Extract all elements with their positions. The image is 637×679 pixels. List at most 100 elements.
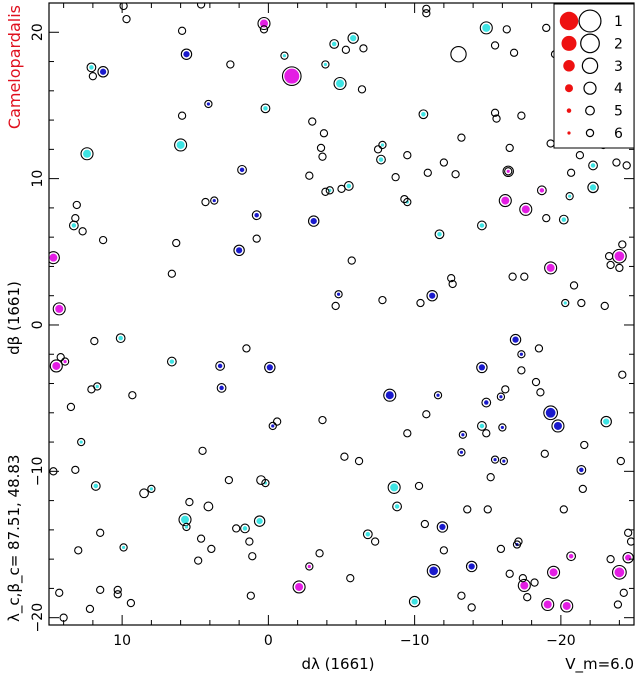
star-ring xyxy=(182,522,191,532)
star-cyan xyxy=(166,356,177,367)
star-blue xyxy=(490,455,500,464)
star-ring xyxy=(196,534,206,543)
star-ring xyxy=(240,523,250,534)
star-cyan xyxy=(240,523,250,534)
star-fill xyxy=(310,217,317,225)
star-ring xyxy=(403,151,412,160)
star-blue xyxy=(251,210,262,221)
star-plain xyxy=(457,591,466,600)
star-plain xyxy=(624,528,633,537)
star-ring xyxy=(536,388,545,397)
star-fill xyxy=(282,54,287,58)
star-ring xyxy=(618,240,627,249)
star-plain xyxy=(482,429,491,438)
star-cyan xyxy=(378,140,387,150)
star-ring xyxy=(616,456,625,466)
star-fill xyxy=(579,467,584,473)
star-plain xyxy=(167,269,176,278)
star-ring xyxy=(547,565,561,579)
x-tick-label: 0 xyxy=(264,633,273,649)
star-magenta xyxy=(52,302,66,316)
star-ring xyxy=(49,251,60,265)
star-ring xyxy=(376,154,386,165)
star-plain xyxy=(113,590,122,599)
star-fill xyxy=(614,567,625,578)
star-ring xyxy=(403,197,412,207)
star-fill xyxy=(217,363,223,369)
star-plain xyxy=(246,591,255,600)
star-fill xyxy=(176,140,185,149)
star-fill xyxy=(83,149,92,158)
star-ring xyxy=(531,377,541,387)
star-fill xyxy=(52,361,61,370)
star-plain xyxy=(316,143,326,153)
star-magenta xyxy=(547,565,561,579)
constellation-name: Camelopardalis xyxy=(5,5,24,129)
star-plain xyxy=(119,3,128,11)
star-plain xyxy=(305,171,314,180)
star-blue xyxy=(97,66,109,78)
star-plain xyxy=(490,41,500,50)
star-fill xyxy=(568,553,574,559)
star-ring xyxy=(56,353,65,362)
star-fill xyxy=(563,301,567,305)
star-marks xyxy=(49,3,634,622)
star-ring xyxy=(357,85,367,94)
star-ring xyxy=(576,464,587,475)
star-fill xyxy=(183,51,190,58)
star-ring xyxy=(204,99,213,109)
legend: 1 2 3 4 5 6 xyxy=(553,3,635,149)
star-plain xyxy=(337,184,346,194)
legend-label: 6 xyxy=(614,126,623,142)
star-ring xyxy=(252,234,261,243)
star-plain xyxy=(619,588,628,597)
star-plain xyxy=(196,3,206,9)
star-plain xyxy=(378,295,387,305)
star-fill xyxy=(500,425,504,430)
star-fill xyxy=(479,223,485,228)
star-ring xyxy=(347,32,359,44)
star-fill xyxy=(149,487,153,491)
star-ring xyxy=(246,591,255,600)
star-fill xyxy=(546,263,555,272)
star-plain xyxy=(447,273,456,283)
star-cyan xyxy=(260,103,271,114)
star-ring xyxy=(496,544,506,554)
star-fill xyxy=(501,196,510,205)
star-plain xyxy=(606,554,615,564)
star-blue xyxy=(426,289,438,302)
star-plain xyxy=(492,114,501,123)
axis-tick-labels: 10 0 −10 −20 −20 −10 0 10 20 xyxy=(30,23,576,649)
star-ring xyxy=(362,529,373,540)
star-ring xyxy=(139,488,149,499)
star-plain xyxy=(606,260,615,270)
star-ring xyxy=(502,165,514,178)
star-plain xyxy=(340,452,349,461)
star-ring xyxy=(542,23,551,33)
star-ring xyxy=(78,227,87,236)
star-ring xyxy=(55,588,64,597)
star-plain xyxy=(196,534,206,543)
star-cyan xyxy=(119,543,128,552)
star-plain xyxy=(66,402,76,412)
star-plain xyxy=(370,537,380,546)
legend-ring xyxy=(581,57,599,75)
star-ring xyxy=(391,173,400,182)
star-plain xyxy=(403,429,412,438)
star-blue xyxy=(210,196,219,205)
star-ring xyxy=(259,25,269,34)
star-plain xyxy=(201,197,210,207)
x-tick-label: 10 xyxy=(113,633,131,649)
star-blue xyxy=(426,563,441,578)
star-ring xyxy=(517,366,526,375)
star-cyan xyxy=(476,421,487,431)
star-plain xyxy=(185,497,194,507)
star-fill xyxy=(346,183,352,189)
star-ring xyxy=(439,158,449,167)
star-ring xyxy=(359,44,368,53)
star-ring xyxy=(426,563,441,578)
star-plain xyxy=(626,537,634,546)
y-tick-label: −20 xyxy=(30,603,46,633)
star-ring xyxy=(113,585,122,595)
star-ring xyxy=(113,590,122,599)
